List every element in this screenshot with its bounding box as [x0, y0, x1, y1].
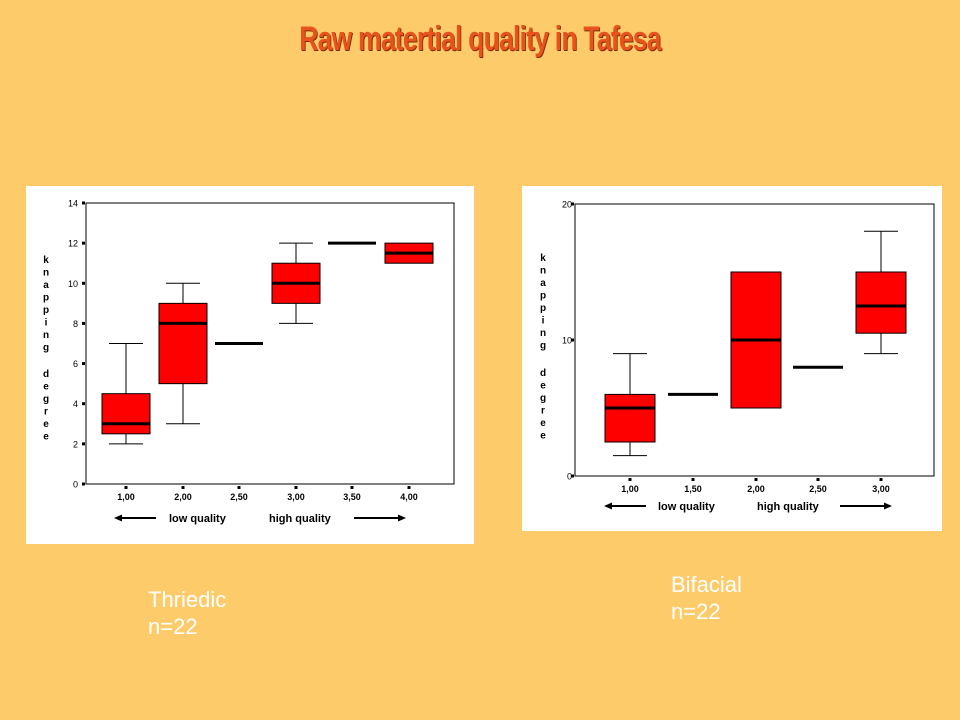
caption-bifacial-n: n=22 [671, 599, 721, 624]
left-ytick-label: 14 [68, 199, 78, 209]
left-ylabel-letter: n [43, 268, 49, 279]
left-ylabel-letter: g [43, 394, 49, 405]
caption-thriedic: Thriedic n=22 [148, 586, 226, 640]
right-ylabel-letter: e [540, 381, 546, 392]
left-xtick-mark [124, 486, 128, 489]
left-ytick-label: 12 [68, 239, 78, 249]
right-xtick-label: 1,00 [621, 484, 639, 494]
right-ytick-mark [571, 202, 574, 206]
left-xtick-label: 2,50 [230, 492, 248, 502]
left-ytick-mark [82, 482, 85, 486]
left-ytick-label: 6 [73, 359, 78, 369]
right-xtick-mark [879, 478, 883, 481]
right-xtick-label: 3,00 [872, 484, 890, 494]
left-note-low: low quality [169, 513, 227, 525]
right-ylabel-letter: r [541, 406, 545, 417]
left-xtick-label: 3,50 [343, 492, 361, 502]
right-ylabel-letter: k [540, 253, 546, 264]
left-ytick-mark [82, 201, 85, 205]
right-xtick-mark [816, 478, 820, 481]
right-xtick-mark [754, 478, 758, 481]
chart-panel-bifacial: 0 10 20 k n a p p i n g d e g r e e 1,00 1,50 2,00 2,50 3,00 l… [522, 186, 942, 531]
left-ylabel-letter: g [43, 343, 49, 354]
left-ylabel-letter: p [43, 305, 49, 316]
left-ytick-label: 10 [68, 279, 78, 289]
left-xtick-label: 3,00 [287, 492, 305, 502]
right-ylabel-letter: e [540, 418, 546, 429]
caption-bifacial: Bifacial n=22 [671, 571, 742, 625]
right-xtick-mark [691, 478, 695, 481]
left-ylabel-letter: i [45, 318, 48, 329]
left-note-high: high quality [269, 513, 332, 525]
left-ytick-mark [82, 321, 85, 325]
left-ytick-mark [82, 281, 85, 285]
left-ylabel-letter: e [43, 432, 49, 443]
left-box-1-iqr [158, 302, 208, 385]
right-plot-frame [574, 203, 935, 477]
right-ytick-label: 0 [567, 472, 572, 482]
left-ylabel-letter: d [43, 369, 49, 380]
right-note-high: high quality [757, 501, 820, 513]
left-arrow-left-head [114, 514, 122, 522]
right-ylabel-letter: n [540, 328, 546, 339]
left-xtick-mark [181, 486, 185, 489]
left-ytick-mark [82, 241, 85, 245]
right-box-0-iqr [604, 393, 656, 443]
right-box-4-iqr [855, 271, 907, 334]
right-xtick-label: 2,50 [809, 484, 827, 494]
left-ytick-mark [82, 442, 85, 446]
left-ylabel-letter: r [44, 407, 48, 418]
left-ylabel-letter: e [43, 382, 49, 393]
right-ylabel-letter: d [540, 368, 546, 379]
right-xtick-label: 2,00 [747, 484, 765, 494]
left-plot-frame [85, 202, 455, 485]
right-arrow-right-head [884, 502, 892, 510]
caption-thriedic-n: n=22 [148, 614, 198, 639]
right-ytick-mark [571, 474, 574, 478]
left-xtick-mark [407, 486, 411, 489]
right-ytick-label: 20 [562, 200, 572, 210]
left-xtick-label: 2,00 [174, 492, 192, 502]
right-ylabel-letter: a [540, 278, 546, 289]
slide-title: Raw matertial quality in Tafesa [299, 20, 661, 58]
right-ylabel-letter: i [542, 316, 545, 327]
right-ylabel-letter: n [540, 266, 546, 277]
left-xtick-mark [350, 486, 354, 489]
right-xtick-label: 1,50 [684, 484, 702, 494]
right-note-low: low quality [658, 501, 716, 513]
right-xtick-mark [628, 478, 632, 481]
left-xtick-mark [294, 486, 298, 489]
right-ytick-label: 10 [562, 336, 572, 346]
left-ytick-label: 8 [73, 319, 78, 329]
left-ylabel-letter: p [43, 293, 49, 304]
left-xtick-mark [237, 486, 241, 489]
left-ytick-label: 2 [73, 439, 78, 449]
right-arrow-left-head [604, 502, 612, 510]
left-arrow-right-head [398, 514, 406, 522]
left-ytick-mark [82, 402, 85, 406]
left-ylabel-letter: n [43, 330, 49, 341]
left-xtick-label: 4,00 [400, 492, 418, 502]
left-xtick-label: 1,00 [117, 492, 135, 502]
chart-panel-thriedic: 0 2 4 6 8 10 12 14 k n a p p i n g d e g r e e 1,00 2,00 2,50 3,0… [26, 186, 474, 544]
right-ylabel-letter: p [540, 291, 546, 302]
left-ytick-label: 4 [73, 399, 78, 409]
left-ytick-mark [82, 362, 85, 366]
left-ylabel-letter: e [43, 419, 49, 430]
right-ylabel-letter: p [540, 303, 546, 314]
right-ytick-mark [571, 338, 574, 342]
right-ylabel-letter: e [540, 431, 546, 442]
right-ylabel-letter: g [540, 393, 546, 404]
left-ytick-label: 0 [73, 480, 78, 490]
caption-bifacial-name: Bifacial [671, 572, 742, 597]
left-box-0-iqr [101, 393, 151, 435]
left-ylabel-letter: a [43, 280, 49, 291]
right-ylabel-letter: g [540, 341, 546, 352]
caption-thriedic-name: Thriedic [148, 587, 227, 612]
left-ylabel-letter: k [43, 255, 49, 266]
